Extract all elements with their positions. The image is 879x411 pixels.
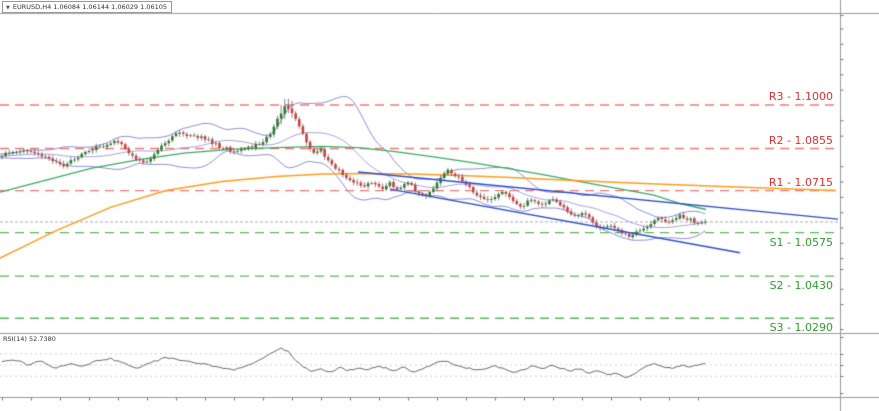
symbol-title-box[interactable]: ▼ EURUSD,H4 1.06084 1.06144 1.06029 1.061… bbox=[2, 1, 172, 13]
price-axis[interactable]: 1.100001.085501.071501.057501.043001.029… bbox=[840, 0, 879, 397]
symbol-ohlc-text: EURUSD,H4 1.06084 1.06144 1.06029 1.0610… bbox=[12, 3, 167, 11]
dropdown-triangle-icon: ▼ bbox=[6, 5, 10, 11]
time-axis[interactable]: 13 Jan 202316 Jan 20:0018 Jan 04:0019 Ja… bbox=[0, 397, 879, 411]
